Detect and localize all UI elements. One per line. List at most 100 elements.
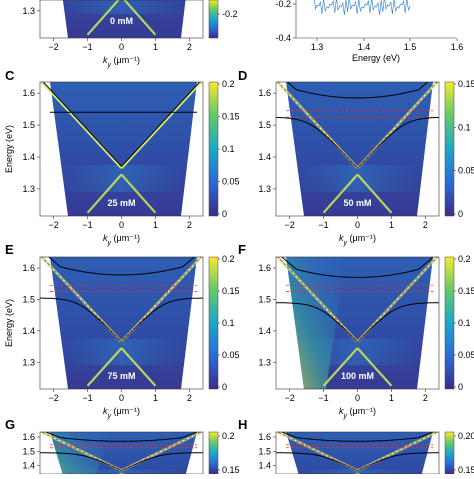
x-tick-label: 0 [355,393,360,403]
glow-band [296,165,419,192]
lower-polariton [40,297,203,343]
y-tick-label: 1.4 [22,326,35,336]
data-region [50,257,197,389]
concentration-label: 50 mM [343,198,371,208]
colorbar-tick-label: 0.2 [222,431,235,441]
upper-polariton [286,82,429,99]
panel-G: G 1.6 1.5 1.4 0.2 0.15 [5,417,240,475]
x-tick-label: 2 [187,42,192,52]
spectrum-y-tick-label: -0.2 [275,0,291,9]
lower-polariton [40,452,203,472]
glow-band [296,469,419,474]
colorbar: 0.20 0.15 [444,431,474,475]
lower-branch [120,347,157,387]
x-tick-label: 1 [389,220,394,230]
lower-branch [356,347,393,387]
panel-image [276,432,439,474]
colorbar-tick-label: 0.2 [222,79,235,89]
concentration-label: 0 mM [110,16,133,26]
data-region [50,82,197,216]
colorbar-tick-label: -0.2 [222,9,238,19]
x-label-sub: y [343,413,348,420]
glow-band [60,338,183,366]
glow-band [60,165,183,192]
panel-letter: F [238,242,246,257]
colorbar-tick-label: 0.2 [222,254,235,264]
colorbar-tick-label: 0.05 [458,166,474,176]
colorbar-tick-label: 0.1 [222,318,235,328]
colorbar: 0.2 0.15 0.1 0.05 0 [208,79,240,219]
x-tick-label: −2 [48,220,58,230]
y-tick-label: 1.5 [258,446,271,456]
x-axis: −2 −1 0 1 2 ky (μm⁻¹) [48,389,192,420]
x-label-unit: (μm⁻¹) [347,233,376,243]
colorbar-tick-label: 0.15 [222,286,240,296]
colorbar-tick-label: 0.05 [222,177,240,187]
x-label-sub: y [343,240,348,247]
panel-letter: G [5,417,15,432]
colorbar-tick-label: 0.15 [222,112,240,122]
x-axis-label: ky (μm⁻¹) [103,233,140,247]
x-label-sub: y [107,413,112,420]
x-tick-label: −1 [82,42,92,52]
x-tick-label: 2 [423,220,428,230]
x-tick-label: −1 [318,393,328,403]
colorbar-tick-label: 0.2 [458,254,471,264]
y-tick-label: 1.3 [22,6,35,16]
colorbar-tick-label: 0.15 [458,465,474,474]
x-tick-label: −2 [48,42,58,52]
y-tick-label: 1.6 [258,263,271,273]
upper-polariton [48,257,195,276]
upper-polariton [44,432,199,442]
x-label-sub: y [107,62,112,69]
lower-branch [123,0,157,36]
colorbar-gradient [444,256,455,390]
y-tick-label: 1.4 [258,461,271,471]
x-tick-label: −2 [48,393,58,403]
lower-polariton [276,302,439,343]
cone-line [40,82,123,169]
spectrum-trace [314,0,411,16]
upper-polariton [280,432,435,442]
y-tick-label: 1.4 [22,152,35,162]
colorbar: 0.2 0.15 0.1 0.05 0 [208,254,240,392]
spectrum-x-tick-label: 1.5 [404,42,417,52]
x-label-k: k [103,406,108,416]
x-tick-label: −1 [82,393,92,403]
y-tick-label: 1.3 [22,357,35,367]
x-label-unit: (μm⁻¹) [347,406,376,416]
y-axis: 1.6 1.5 1.4 [22,432,40,471]
y-tick-label: 1.6 [22,432,35,442]
x-tick-label: 1 [153,393,158,403]
x-tick-label: 1 [153,42,158,52]
y-tick-label: 1.5 [22,120,35,130]
data-region [286,432,433,474]
y-tick-label: 1.3 [258,357,271,367]
y-axis: 1.3 [22,6,40,16]
colorbar-tick-label: 0.15 [458,79,474,89]
y-tick-label: 1.5 [22,294,35,304]
concentration-label: 25 mM [107,198,135,208]
panel-image: 0 mM [40,0,203,38]
y-axis: 1.6 1.5 1.4 1.3 [258,88,276,194]
y-axis: 1.6 1.5 1.4 1.3 Energy (eV) [4,263,40,367]
uncoupled-cone-line [276,432,358,471]
x-axis-label: ky (μm⁻¹) [339,233,376,247]
polariton-branch [42,82,122,167]
polariton-branch [121,82,201,167]
uncoupled-cone-line [357,432,439,471]
x-label-unit: (μm⁻¹) [111,55,140,65]
y-axis-label: Energy (eV) [4,125,14,173]
y-tick-label: 1.3 [258,184,271,194]
x-label-k: k [103,233,108,243]
x-tick-label: 2 [187,393,192,403]
x-tick-label: −1 [82,220,92,230]
colorbar-tick-label: 0.1 [458,122,471,132]
colorbar-tick-label: 0.05 [222,350,240,360]
lower-branch [322,347,359,387]
x-tick-label: 0 [119,42,124,52]
